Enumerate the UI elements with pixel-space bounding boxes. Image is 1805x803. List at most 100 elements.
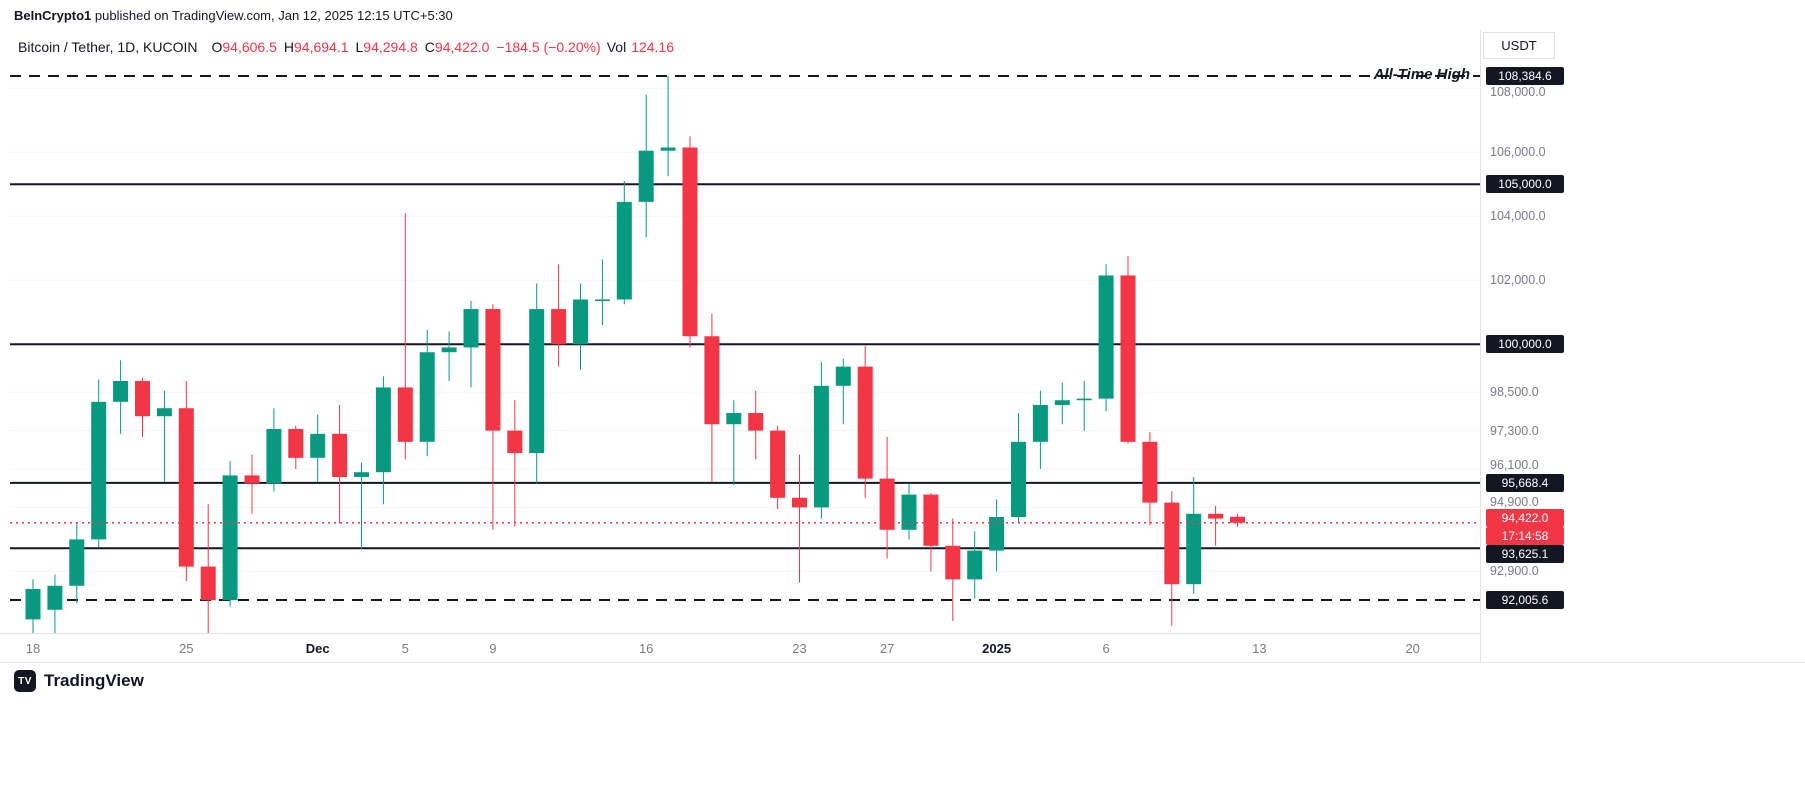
candle xyxy=(857,345,873,498)
candle xyxy=(178,381,194,581)
ohlc-label: O xyxy=(211,39,223,55)
candle xyxy=(594,259,610,326)
candle xyxy=(573,283,588,370)
time-axis-label: 9 xyxy=(489,641,497,656)
candle xyxy=(463,301,479,388)
candle xyxy=(1032,390,1048,470)
price-axis[interactable]: USDT 108,000.0 106,000.0 104,000.0 102,000.… xyxy=(1481,0,1804,662)
time-axis-label: 6 xyxy=(1102,641,1110,656)
candle xyxy=(923,493,939,572)
candle xyxy=(1230,513,1245,527)
price-tick-label: 98,500.0 xyxy=(1490,385,1539,400)
price-tick-label: 102,000.0 xyxy=(1490,273,1546,288)
candle xyxy=(1208,505,1224,546)
candle xyxy=(419,329,435,457)
time-axis-label: 27 xyxy=(879,641,895,656)
ath-annotation: All-Time High xyxy=(1373,66,1470,83)
candle xyxy=(1142,432,1158,525)
ohlc-value: 94,606.5 xyxy=(222,39,277,55)
time-axis-label: 18 xyxy=(25,641,41,656)
time-axis-label: Dec xyxy=(305,641,330,656)
candle xyxy=(813,361,829,519)
candle xyxy=(792,454,807,583)
ohlc-value: 94,422.0 xyxy=(434,39,490,55)
candle xyxy=(616,181,632,305)
time-axis-label: 13 xyxy=(1252,641,1267,656)
volume-value: 124.16 xyxy=(631,39,675,55)
candle xyxy=(1011,413,1026,524)
divider xyxy=(0,662,1805,663)
price-tick-label: 97,300.0 xyxy=(1490,423,1539,438)
candle xyxy=(47,574,63,633)
time-axis[interactable]: 18 25 Dec 5 9 16 23 27 2025 6 13 20 xyxy=(0,633,1481,663)
candle xyxy=(441,331,457,382)
candle xyxy=(660,76,676,177)
price-tick-label: 104,000.0 xyxy=(1490,209,1546,224)
currency-button[interactable]: USDT xyxy=(1483,32,1555,59)
time-axis-label: 23 xyxy=(792,641,807,656)
candle xyxy=(967,531,983,599)
candle xyxy=(288,425,304,470)
candle xyxy=(704,313,720,482)
candle xyxy=(1098,264,1114,412)
candle xyxy=(91,379,107,548)
candle xyxy=(200,504,216,633)
price-tick-label: 108,000.0 xyxy=(1490,85,1546,100)
price-axis-divider xyxy=(1480,30,1481,662)
price-tick-label: 92,900.0 xyxy=(1490,564,1539,579)
ohlc-value: 94,694.1 xyxy=(294,39,349,55)
price-level-badge: 92,005.6 xyxy=(1486,591,1564,609)
candle xyxy=(113,360,129,434)
candle xyxy=(354,462,369,549)
candle xyxy=(135,377,150,438)
price-tick-label: 106,000.0 xyxy=(1490,145,1546,160)
candle xyxy=(638,94,654,238)
footer: TV TradingView xyxy=(14,670,144,692)
price-level-badge: 95,668.4 xyxy=(1486,473,1564,492)
time-axis-label: 25 xyxy=(179,641,194,656)
candle xyxy=(901,483,917,540)
time-axis-label: 5 xyxy=(401,641,409,656)
ohlc-label: H xyxy=(283,39,294,55)
candle xyxy=(551,264,567,367)
symbol-title: Bitcoin / Tether, 1D, KUCOIN xyxy=(18,39,198,55)
price-level-badge: 100,000.0 xyxy=(1486,335,1564,354)
candle xyxy=(222,461,238,607)
candle xyxy=(1054,382,1070,425)
candle xyxy=(989,499,1005,572)
candle xyxy=(1164,491,1180,626)
candle xyxy=(266,408,282,492)
tradingview-logo[interactable]: TV xyxy=(14,670,36,692)
candle xyxy=(879,437,895,559)
candle xyxy=(375,376,391,505)
ohlc-value: 94,294.8 xyxy=(363,39,418,55)
candle xyxy=(1120,256,1136,444)
publish-note: BeInCrypto1 published on TradingView.com… xyxy=(14,8,453,23)
candle xyxy=(244,454,260,514)
ohlc-label: C xyxy=(424,39,435,55)
candle xyxy=(1186,477,1202,594)
candle xyxy=(310,414,326,482)
ohlc-label: L xyxy=(355,39,364,55)
time-axis-label: 16 xyxy=(638,641,654,656)
candle xyxy=(529,283,545,484)
tradingview-brand[interactable]: TradingView xyxy=(44,671,144,690)
candle xyxy=(1076,381,1092,431)
candle xyxy=(945,518,961,621)
candle xyxy=(156,390,172,482)
publish-text: published on TradingView.com, Jan 12, 20… xyxy=(91,8,453,23)
change-value: −184.5 (−0.20%) xyxy=(496,39,601,55)
price-level-badge: 105,000.0 xyxy=(1486,175,1564,194)
candle xyxy=(507,400,523,527)
tradingview-logo-text: TV xyxy=(18,675,32,687)
candle xyxy=(332,405,348,524)
candle xyxy=(835,358,851,425)
candle xyxy=(485,304,501,530)
countdown-badge: 17:14:58 xyxy=(1486,526,1564,545)
price-tick-label: 94,900.0 xyxy=(1490,495,1539,510)
candle xyxy=(682,136,698,348)
ohlc-values: O94,606.5 H94,694.1 L94,294.8 C94,422.0 xyxy=(211,39,496,55)
candlestick-chart xyxy=(10,75,1481,633)
chart-legend: Bitcoin / Tether, 1D, KUCOIN O94,606.5 H9… xyxy=(18,39,674,55)
volume-label: Vol xyxy=(606,39,627,55)
